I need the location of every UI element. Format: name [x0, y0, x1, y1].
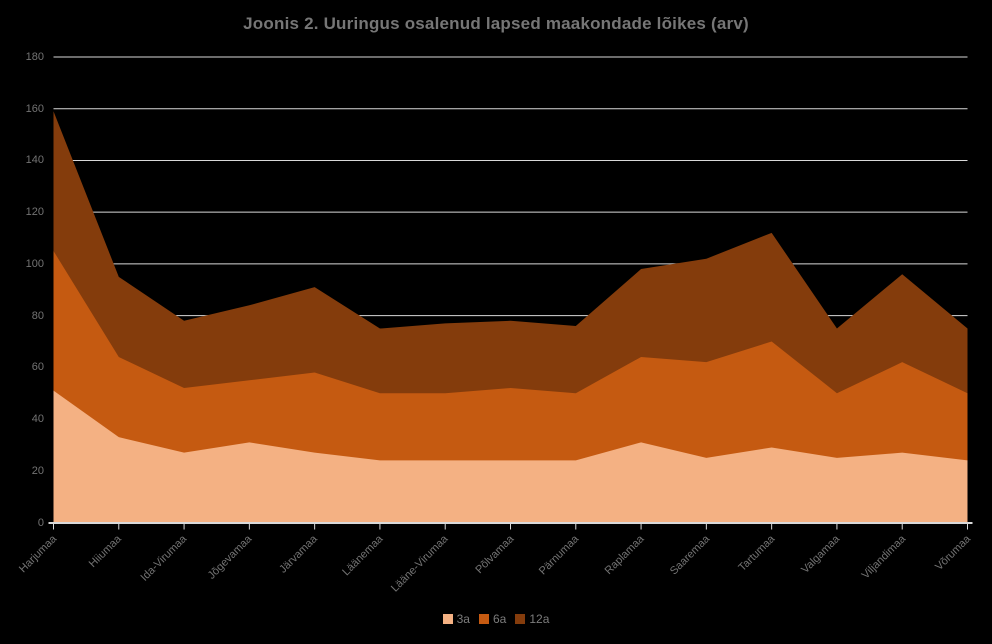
chart-legend: 3a 6a 12a [0, 612, 992, 626]
chart-title: Joonis 2. Uuringus osalenud lapsed maako… [243, 14, 749, 33]
y-tick-label: 160 [25, 102, 44, 115]
y-tick-label: 100 [25, 257, 44, 270]
legend-label: 12a [529, 612, 550, 626]
legend-item-6a: 6a [478, 612, 507, 626]
y-tick-label: 60 [31, 361, 44, 374]
y-tick-label: 40 [31, 413, 44, 426]
legend-swatch-icon [478, 614, 489, 624]
y-tick-label: 140 [25, 154, 44, 167]
y-tick-label: 20 [31, 464, 44, 477]
legend-swatch-icon [515, 614, 526, 624]
legend-item-12a: 12a [515, 612, 549, 626]
legend-label: 6a [492, 612, 507, 626]
y-tick-label: 120 [25, 206, 44, 219]
legend-label: 3a [456, 612, 470, 626]
legend-item-3a: 3a [442, 612, 470, 626]
y-tick-label: 0 [37, 516, 44, 529]
legend-swatch-icon [442, 614, 453, 624]
series-area-3a [53, 390, 968, 523]
y-tick-label: 80 [31, 309, 44, 322]
y-tick-label: 180 [25, 51, 44, 63]
